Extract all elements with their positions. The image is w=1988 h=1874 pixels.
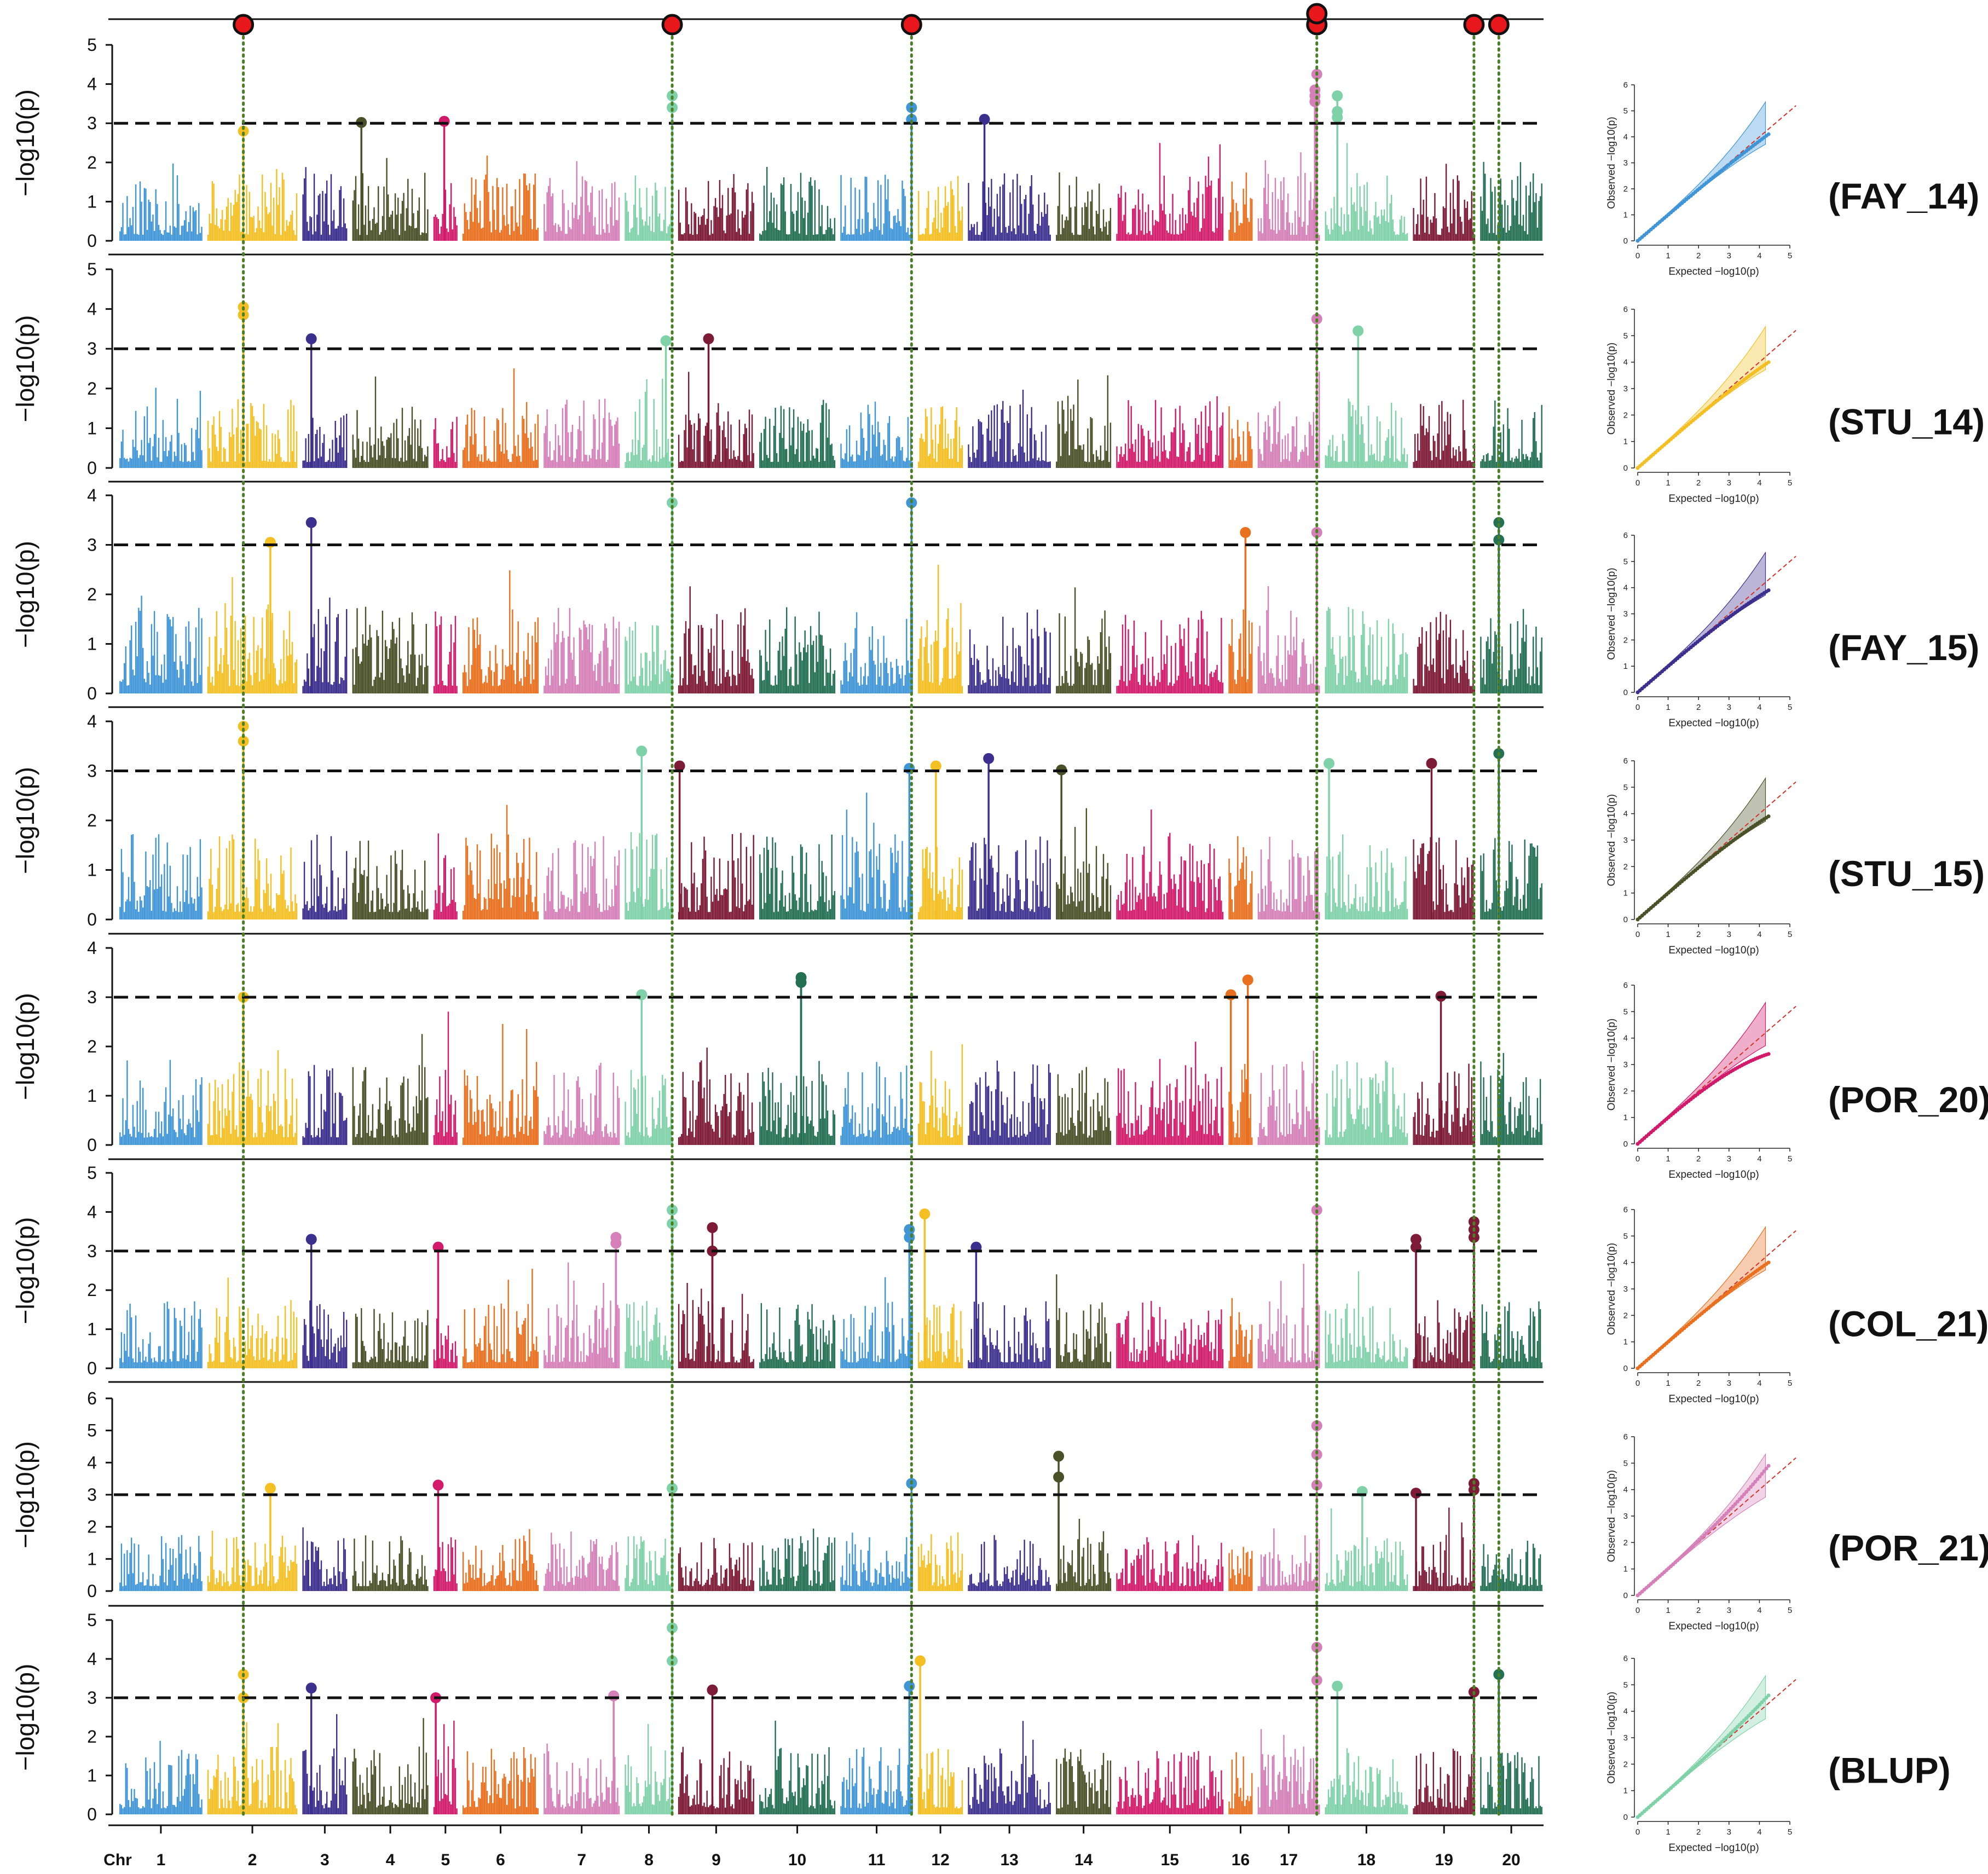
peak-point — [1240, 527, 1251, 538]
y-tick-label: 4 — [87, 712, 97, 731]
y-tick-label: 1 — [87, 192, 97, 211]
y-axis-title: −log10(p) — [11, 315, 39, 423]
y-tick-label: 2 — [87, 153, 97, 172]
peak-point — [1493, 517, 1505, 528]
peak-point — [1426, 757, 1437, 769]
y-tick-label: 1 — [87, 1086, 97, 1106]
y-tick-label: 1 — [87, 418, 97, 438]
manhattan-panel: 0 1 2 3 4 −log10(p) (POR_20) — [11, 938, 1988, 1155]
peak-point — [1353, 325, 1364, 337]
peak-point — [983, 753, 995, 764]
trait-label: (FAY_14) — [1828, 176, 1979, 216]
y-tick-label: 2 — [87, 1280, 97, 1300]
y-tick-label: 3 — [87, 339, 97, 358]
peak-point — [703, 333, 714, 345]
peak-point — [660, 335, 672, 346]
y-axis-title: −log10(p) — [11, 767, 39, 874]
y-tick-label: 4 — [87, 938, 97, 958]
y-axis-title: −log10(p) — [11, 1217, 39, 1324]
peak-point — [305, 517, 317, 528]
y-tick-label: 5 — [87, 35, 97, 55]
y-axis-title: −log10(p) — [11, 993, 39, 1100]
peak-point — [238, 721, 249, 732]
peak-point — [930, 760, 941, 772]
peak-point — [1242, 974, 1253, 986]
y-tick-label: 2 — [87, 1037, 97, 1056]
peak-point — [1309, 96, 1321, 107]
peak-point — [238, 125, 249, 137]
peak-point — [795, 977, 807, 988]
peak-point — [1493, 534, 1505, 546]
trait-label: (FAY_15) — [1828, 627, 1979, 668]
y-tick-label: 0 — [87, 458, 97, 478]
y-tick-label: 5 — [87, 1163, 97, 1183]
y-tick-label: 2 — [87, 811, 97, 830]
y-tick-label: 0 — [87, 910, 97, 929]
y-tick-label: 4 — [87, 299, 97, 319]
trait-label: (STU_15) — [1828, 853, 1985, 894]
y-tick-label: 0 — [87, 1135, 97, 1155]
manhattan-panel: 0 1 2 3 4 5 −log10(p) (STU_14) — [11, 259, 1985, 478]
y-tick-label: 1 — [87, 1320, 97, 1339]
y-tick-label: 3 — [87, 113, 97, 133]
y-axis-title: −log10(p) — [11, 89, 39, 196]
y-tick-label: 0 — [87, 684, 97, 703]
y-tick-label: 1 — [87, 634, 97, 654]
manhattan-plots: 0 1 2 3 4 5 −log10(p) (FAY_14) 0 1 2 3 4 5 −log10(p) (S… — [11, 18, 1988, 1826]
y-tick-label: 3 — [87, 1241, 97, 1261]
peak-point — [674, 760, 685, 772]
y-tick-label: 5 — [87, 259, 97, 279]
peak-point — [438, 115, 450, 127]
y-tick-label: 4 — [87, 485, 97, 505]
y-tick-label: 3 — [87, 535, 97, 555]
peak-point — [1332, 112, 1343, 123]
y-tick-label: 2 — [87, 379, 97, 398]
y-tick-label: 4 — [87, 1202, 97, 1222]
peak-point — [305, 333, 317, 345]
trait-label: (POR_20) — [1828, 1079, 1988, 1120]
manhattan-panel: 0 1 2 3 4 −log10(p) (FAY_15) — [11, 485, 1979, 703]
y-axis-title: −log10(p) — [11, 541, 39, 648]
y-tick-label: 3 — [87, 987, 97, 1007]
y-tick-label: 4 — [87, 74, 97, 94]
peak-point — [1324, 757, 1335, 769]
manhattan-panel: 0 1 2 3 4 −log10(p) (STU_15) — [11, 712, 1985, 929]
y-tick-label: 1 — [87, 860, 97, 880]
trait-label: (STU_14) — [1828, 402, 1985, 442]
y-tick-label: 0 — [87, 231, 97, 251]
manhattan-panel: 0 1 2 3 4 5 −log10(p) (FAY_14) — [11, 35, 1979, 251]
y-tick-label: 2 — [87, 585, 97, 604]
y-tick-label: 0 — [87, 1358, 97, 1378]
peak-point — [1332, 90, 1343, 102]
peak-point — [636, 745, 648, 757]
y-tick-label: 3 — [87, 761, 97, 781]
